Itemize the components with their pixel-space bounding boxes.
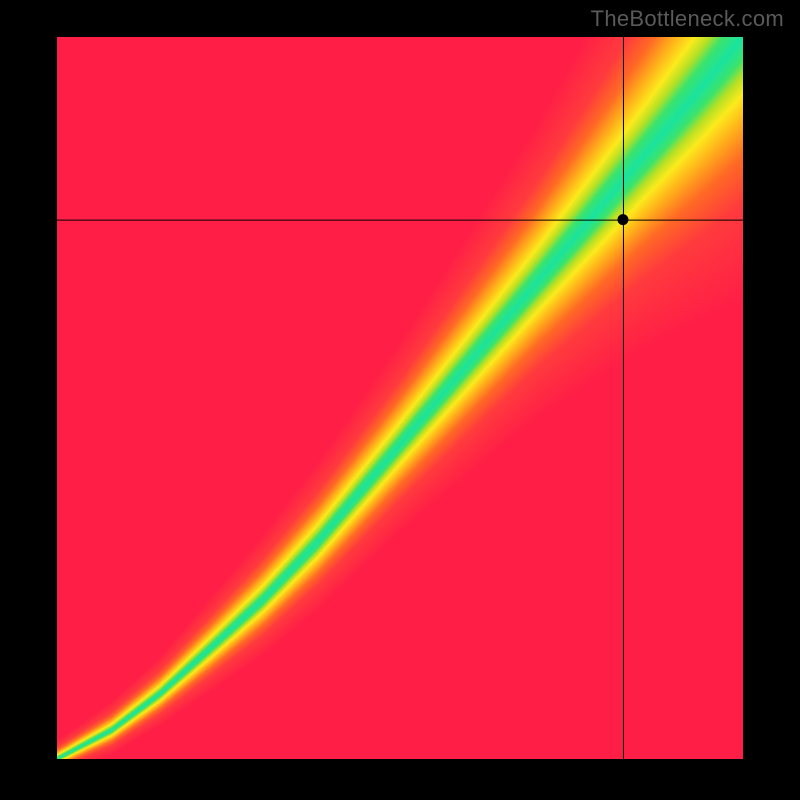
bottleneck-heatmap [57, 37, 743, 759]
chart-container: TheBottleneck.com [0, 0, 800, 800]
attribution-text: TheBottleneck.com [591, 6, 784, 32]
